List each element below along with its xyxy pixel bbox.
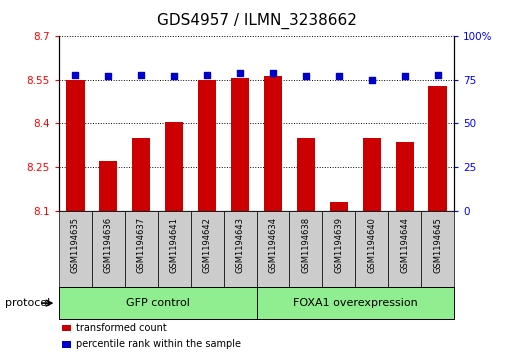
Bar (191, 211, 224, 287)
Point (433, 72, 442, 78)
Bar (289, 211, 322, 287)
Point (368, 77, 376, 83)
Bar (59, 287, 256, 319)
Text: GFP control: GFP control (126, 298, 190, 308)
Bar (330, 203, 348, 211)
Bar (198, 81, 216, 211)
Text: GSM1194643: GSM1194643 (235, 217, 245, 273)
Text: percentile rank within the sample: percentile rank within the sample (76, 339, 241, 350)
Text: protocol: protocol (5, 298, 50, 308)
Point (203, 72, 211, 78)
Bar (158, 211, 191, 287)
Bar (264, 76, 282, 211)
Bar (396, 142, 413, 211)
Bar (388, 211, 421, 287)
Text: GDS4957 / ILMN_3238662: GDS4957 / ILMN_3238662 (156, 13, 357, 29)
Point (236, 70, 244, 76)
Bar (132, 138, 150, 211)
Bar (428, 86, 447, 211)
Bar (256, 287, 454, 319)
Bar (256, 211, 289, 287)
Bar (59, 211, 92, 287)
Bar (92, 211, 125, 287)
Bar (62, 341, 71, 348)
Bar (231, 78, 249, 211)
Text: FOXA1 overexpression: FOXA1 overexpression (293, 298, 418, 308)
Text: GSM1194640: GSM1194640 (367, 217, 376, 273)
Text: GSM1194638: GSM1194638 (301, 217, 310, 273)
Point (137, 72, 145, 78)
Text: GSM1194642: GSM1194642 (203, 217, 212, 273)
Text: GSM1194636: GSM1194636 (104, 217, 113, 273)
Text: GSM1194645: GSM1194645 (433, 217, 442, 273)
Text: GSM1194635: GSM1194635 (71, 217, 80, 273)
Bar (66, 81, 85, 211)
Bar (165, 122, 183, 211)
Point (170, 73, 179, 79)
Bar (363, 138, 381, 211)
Point (302, 73, 310, 79)
Text: GSM1194641: GSM1194641 (170, 217, 179, 273)
Text: transformed count: transformed count (76, 323, 167, 333)
Point (334, 73, 343, 79)
Bar (100, 161, 117, 211)
Bar (224, 211, 256, 287)
Text: GSM1194644: GSM1194644 (400, 217, 409, 273)
Point (269, 70, 277, 76)
Text: GSM1194637: GSM1194637 (137, 217, 146, 273)
Point (401, 73, 409, 79)
Point (104, 73, 112, 79)
Bar (355, 211, 388, 287)
Text: GSM1194639: GSM1194639 (334, 217, 343, 273)
Point (71, 72, 80, 78)
Bar (297, 138, 315, 211)
Bar (322, 211, 355, 287)
Bar (125, 211, 158, 287)
Bar (62, 325, 71, 331)
Bar (421, 211, 454, 287)
Text: GSM1194634: GSM1194634 (268, 217, 278, 273)
